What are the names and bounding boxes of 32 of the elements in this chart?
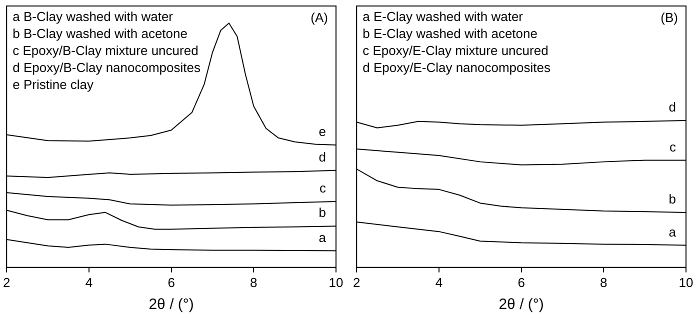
annotation: (A) bbox=[310, 10, 328, 26]
text: (B) bbox=[660, 10, 678, 26]
series-label: a bbox=[668, 224, 677, 240]
series-label: c bbox=[320, 180, 326, 196]
series-label: a bbox=[318, 230, 327, 245]
x-tick-label: 4 bbox=[85, 274, 93, 290]
series-label: c bbox=[670, 139, 676, 154]
x-tick-label: 8 bbox=[250, 274, 258, 290]
x-tick-label: 8 bbox=[600, 274, 608, 290]
text: a E-Clay washed with water bbox=[362, 9, 524, 24]
annotation: c Epoxy/B-Clay mixture uncured bbox=[12, 43, 198, 58]
text: b E-Clay washed with acetone bbox=[362, 26, 538, 42]
series-label: d bbox=[318, 149, 326, 164]
x-tick-label: 2 bbox=[353, 274, 360, 290]
x-tick-label: 6 bbox=[168, 274, 175, 290]
annotation: d Epoxy/B-Clay nanocomposites bbox=[12, 60, 201, 76]
x-tick-label: 4 bbox=[435, 274, 443, 290]
text: d Epoxy/E-Clay nanocomposites bbox=[362, 60, 551, 76]
x-axis-title: 2θ / (°) bbox=[148, 296, 194, 314]
x-tick-label: 10 bbox=[678, 274, 694, 290]
series-label: b bbox=[668, 192, 676, 207]
series-label: b bbox=[318, 205, 326, 220]
x-tick-label: 10 bbox=[328, 274, 344, 290]
annotation: a B-Clay washed with water bbox=[12, 9, 174, 24]
series-label: d bbox=[668, 100, 676, 115]
x-axis-title: 2θ / (°) bbox=[498, 296, 544, 314]
series-label: e bbox=[318, 124, 326, 140]
text: c Epoxy/E-Clay mixture uncured bbox=[362, 43, 548, 58]
annotation: b B-Clay washed with acetone bbox=[12, 26, 188, 42]
annotation: e Pristine clay bbox=[12, 77, 94, 92]
x-tick-label: 6 bbox=[518, 274, 525, 290]
x-tick-label: 2 bbox=[3, 274, 10, 290]
